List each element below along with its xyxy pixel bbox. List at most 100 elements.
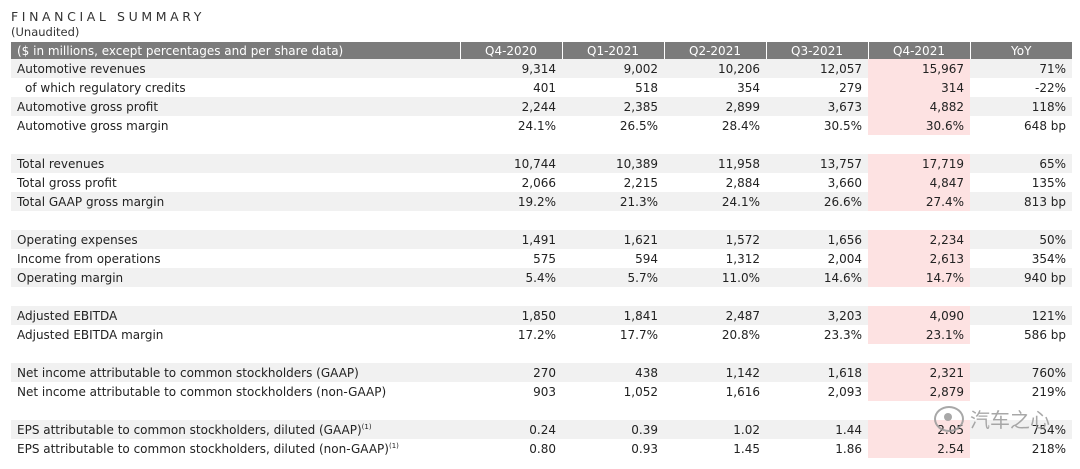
row-value: 12,057 — [766, 59, 868, 78]
table-row: Income from operations 575 594 1,312 2,004 2,… — [11, 249, 1072, 268]
row-value: 3,673 — [766, 97, 868, 116]
row-value: 10,206 — [664, 59, 766, 78]
table-row: Automotive revenues 9,314 9,002 10,206 12,05… — [11, 59, 1072, 78]
row-value: 2,004 — [827, 251, 862, 266]
row-value: 3,203 — [766, 306, 868, 325]
row-value: 30.6% — [868, 116, 970, 135]
row-label: of which regulatory credits — [25, 80, 186, 95]
row-value: 314 — [868, 78, 970, 97]
financial-summary-table: ($ in millions, except percentages and p… — [11, 42, 1072, 458]
table-row: Total GAAP gross margin 19.2% 21.3% 24.1% 26… — [11, 192, 1072, 211]
row-value: 4,090 — [868, 306, 970, 325]
row-value: 1.45 — [733, 441, 760, 456]
table-header-row: ($ in millions, except percentages and p… — [11, 42, 1072, 59]
row-value: 1,656 — [766, 230, 868, 249]
spacer-row — [11, 135, 1072, 154]
row-value: 594 — [635, 251, 658, 266]
row-label: Total GAAP gross margin — [11, 192, 460, 211]
row-value: 19.2% — [460, 192, 562, 211]
row-value: 2,321 — [868, 363, 970, 382]
table-row: Total revenues 10,744 10,389 11,958 13,757 17… — [11, 154, 1072, 173]
row-value: 24.1% — [517, 118, 556, 133]
row-value: 21.3% — [562, 192, 664, 211]
spacer-row — [11, 344, 1072, 363]
row-value: 13,757 — [766, 154, 868, 173]
row-value: 2,234 — [868, 230, 970, 249]
row-value: 1.02 — [664, 420, 766, 439]
row-value: 0.93 — [631, 441, 658, 456]
row-value: 135% — [1031, 175, 1066, 190]
row-value: 121% — [970, 306, 1072, 325]
row-value: 438 — [562, 363, 664, 382]
table-row: of which regulatory credits 401 518 354 279 3… — [11, 78, 1072, 97]
row-label: Operating expenses — [11, 230, 460, 249]
row-value: 2,093 — [827, 384, 862, 399]
row-value: 754% — [970, 420, 1072, 439]
wechat-logo-icon — [934, 405, 964, 432]
row-label: Automotive gross profit — [11, 97, 460, 116]
row-value: 14.6% — [766, 268, 868, 287]
table-row: Automotive gross margin 24.1% 26.5% 28.4% 30… — [11, 116, 1072, 135]
row-value: 2,066 — [521, 175, 556, 190]
row-value: 2,487 — [664, 306, 766, 325]
row-value: 4,847 — [868, 173, 970, 192]
row-value: 1,841 — [562, 306, 664, 325]
page-title: FINANCIAL SUMMARY — [11, 9, 205, 24]
page-subtitle: (Unaudited) — [11, 25, 80, 39]
row-value: 270 — [460, 363, 562, 382]
table-row: Total gross profit 2,066 2,215 2,884 3,660 4,… — [11, 173, 1072, 192]
row-value: 71% — [970, 59, 1072, 78]
row-value: 9,002 — [562, 59, 664, 78]
watermark-text: 汽车之心 — [970, 408, 1050, 432]
row-label: Net income attributable to common stockh… — [11, 363, 460, 382]
row-value: 10,389 — [562, 154, 664, 173]
row-value: 26.5% — [619, 118, 658, 133]
row-value: 1,850 — [460, 306, 562, 325]
row-value: 1,142 — [664, 363, 766, 382]
row-label: Adjusted EBITDA margin — [17, 327, 164, 342]
row-value: 9,314 — [460, 59, 562, 78]
row-value: 23.1% — [868, 325, 970, 344]
row-value: 28.4% — [721, 118, 760, 133]
row-value: 940 bp — [970, 268, 1072, 287]
row-label: Total revenues — [11, 154, 460, 173]
spacer-row — [11, 287, 1072, 306]
row-label: Total gross profit — [17, 175, 117, 190]
row-value: 14.7% — [868, 268, 970, 287]
row-value: 813 bp — [970, 192, 1072, 211]
row-value: 1,618 — [766, 363, 868, 382]
header-col: YoY — [969, 42, 1072, 59]
header-col: Q2-2021 — [663, 42, 766, 59]
row-value: 1,312 — [725, 251, 760, 266]
row-value: 219% — [1031, 384, 1066, 399]
row-value: 17.7% — [619, 327, 658, 342]
row-value: 2,884 — [725, 175, 760, 190]
table-row: Operating margin 5.4% 5.7% 11.0% 14.6% 14.7% 9… — [11, 268, 1072, 287]
row-value: 903 — [533, 384, 556, 399]
row-value: 10,744 — [460, 154, 562, 173]
row-value: 15,967 — [868, 59, 970, 78]
table-row: Automotive gross profit 2,244 2,385 2,899 3,… — [11, 97, 1072, 116]
row-label: Adjusted EBITDA — [11, 306, 460, 325]
row-value: 26.6% — [766, 192, 868, 211]
row-value: 3,660 — [827, 175, 862, 190]
row-value: 1,621 — [562, 230, 664, 249]
table-row: EPS attributable to common stockholders,… — [11, 420, 1072, 439]
row-value: 24.1% — [664, 192, 766, 211]
row-value: 65% — [970, 154, 1072, 173]
row-value: 1.44 — [766, 420, 868, 439]
row-value: 1,052 — [623, 384, 658, 399]
table-row: Adjusted EBITDA margin 17.2% 17.7% 20.8% 23.… — [11, 325, 1072, 344]
row-value: 401 — [533, 80, 556, 95]
row-value: 20.8% — [721, 327, 760, 342]
row-value: 0.39 — [562, 420, 664, 439]
header-col: Q1-2021 — [561, 42, 664, 59]
spacer-row — [11, 211, 1072, 230]
header-col: Q3-2021 — [765, 42, 868, 59]
row-value: 575 — [533, 251, 556, 266]
row-value: 5.4% — [460, 268, 562, 287]
row-value: 1,616 — [725, 384, 760, 399]
row-value: 279 — [839, 80, 862, 95]
row-value: 2,613 — [868, 249, 970, 268]
row-value: 2,385 — [562, 97, 664, 116]
